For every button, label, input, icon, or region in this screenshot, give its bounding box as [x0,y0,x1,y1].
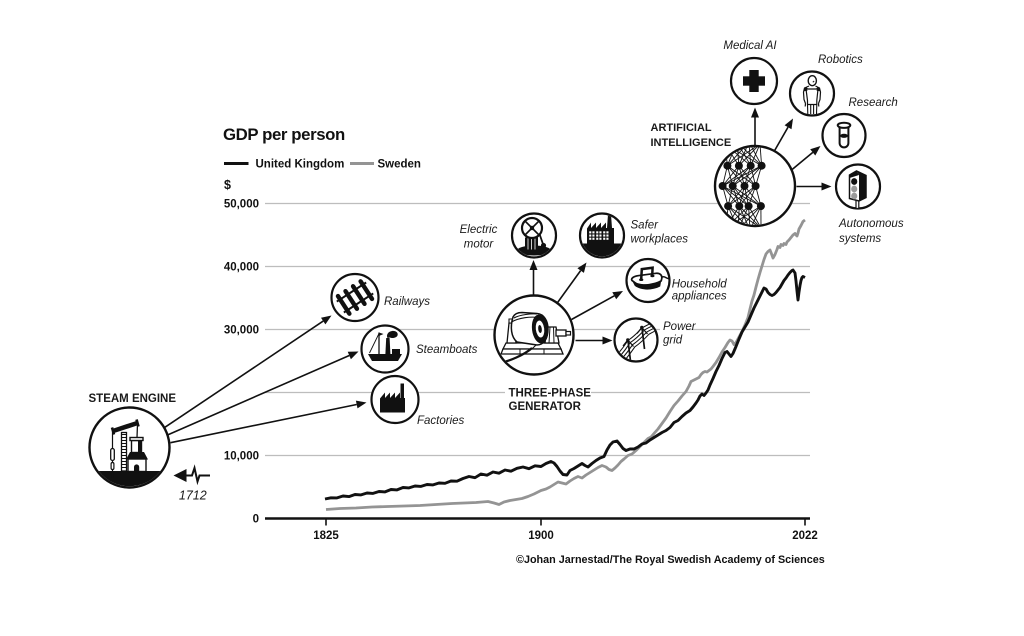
svg-text:motor: motor [464,239,495,251]
svg-text:Research: Research [849,97,898,109]
svg-text:1825: 1825 [313,530,339,542]
svg-text:Safer: Safer [631,220,660,232]
svg-text:Factories: Factories [417,415,465,427]
svg-text:Electric: Electric [460,224,498,236]
svg-text:Autonomous: Autonomous [838,218,904,230]
svg-text:grid: grid [663,335,683,347]
svg-text:Household: Household [672,279,728,291]
svg-text:2022: 2022 [792,530,818,542]
svg-text:1712: 1712 [179,489,207,503]
svg-text:United Kingdom: United Kingdom [256,159,345,171]
svg-text:50,000: 50,000 [224,199,259,211]
svg-text:40,000: 40,000 [224,262,259,274]
svg-text:0: 0 [253,514,259,526]
svg-text:GDP per person: GDP per person [223,125,345,144]
svg-text:Sweden: Sweden [378,159,421,171]
svg-text:THREE-PHASE: THREE-PHASE [509,388,592,400]
svg-text:INTELLIGENCE: INTELLIGENCE [651,137,732,149]
svg-text:Railways: Railways [384,296,430,308]
svg-text:GENERATOR: GENERATOR [509,401,582,413]
svg-text:workplaces: workplaces [631,234,689,246]
svg-text:Power: Power [663,321,697,333]
svg-text:©Johan Jarnestad/The Royal Swe: ©Johan Jarnestad/The Royal Swedish Acade… [516,554,825,566]
svg-text:systems: systems [839,233,881,245]
svg-text:Robotics: Robotics [818,54,863,66]
svg-text:STEAM ENGINE: STEAM ENGINE [89,393,177,405]
svg-text:ARTIFICIAL: ARTIFICIAL [651,122,712,134]
svg-text:Medical AI: Medical AI [723,40,777,52]
svg-text:Steamboats: Steamboats [416,344,478,356]
svg-text:$: $ [224,178,231,192]
svg-text:10,000: 10,000 [224,451,259,463]
svg-text:30,000: 30,000 [224,325,259,337]
svg-text:1900: 1900 [528,530,554,542]
svg-text:appliances: appliances [672,291,727,303]
